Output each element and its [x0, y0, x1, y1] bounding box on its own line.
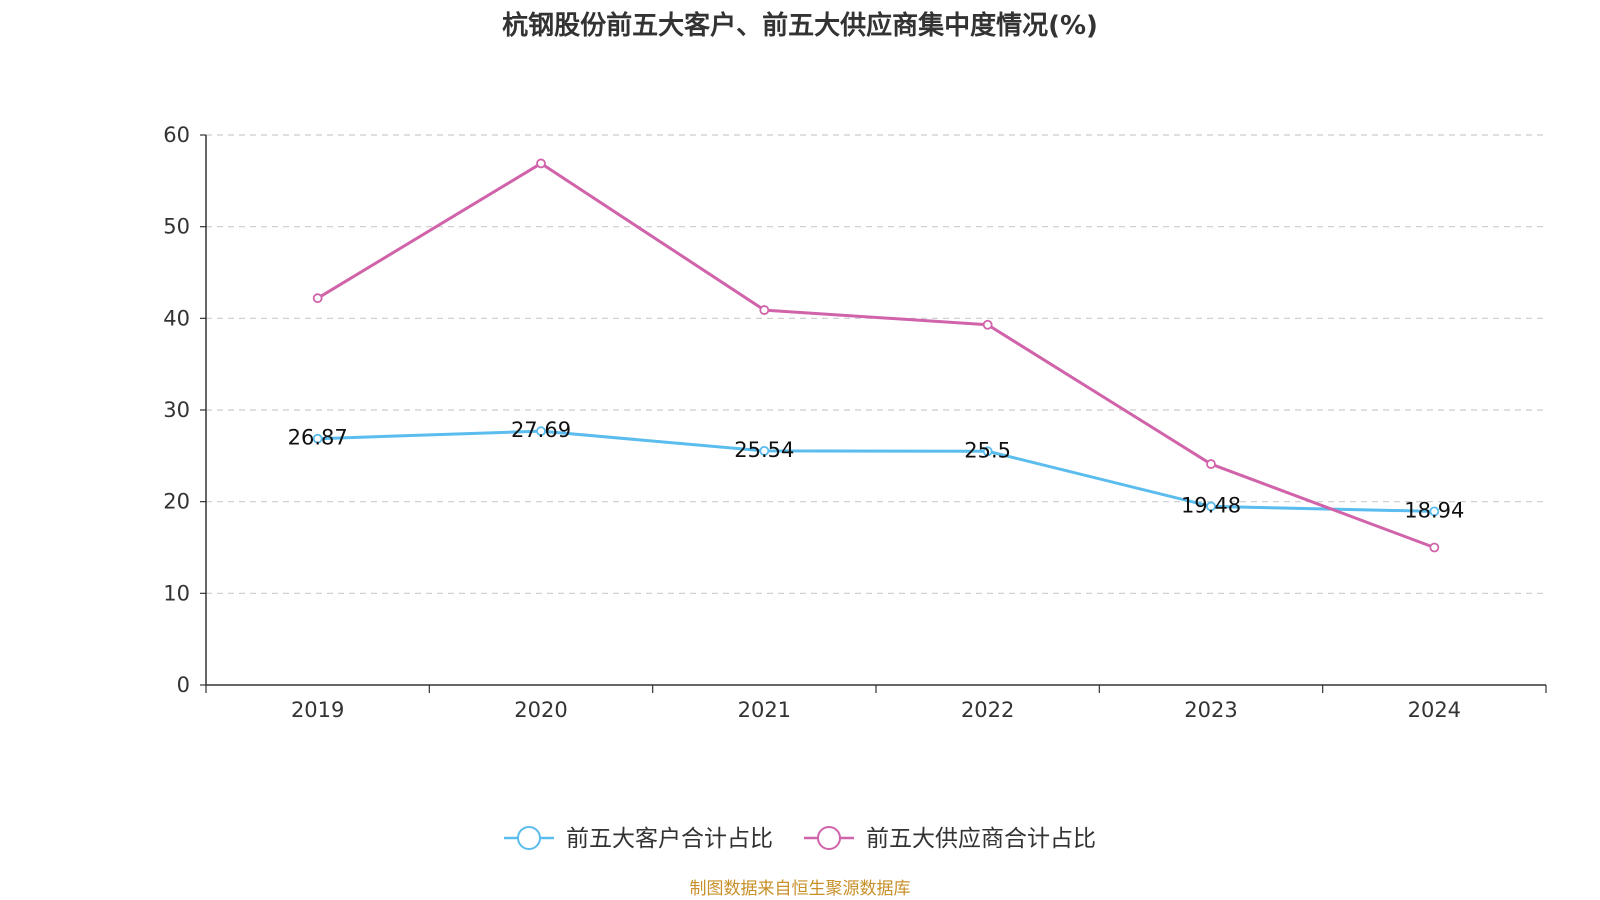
data-label: 27.69 — [511, 418, 571, 442]
data-point — [536, 426, 546, 437]
y-tick-label: 60 — [163, 123, 190, 147]
data-point — [759, 445, 770, 456]
x-tick-label: 2024 — [1408, 698, 1461, 722]
axes: 0 10 20 30 40 50 60 2019 2020 2021 2022 2023 2024 — [163, 123, 1547, 722]
data-point — [536, 158, 546, 169]
y-tick-label: 40 — [163, 306, 190, 330]
y-tick-label: 50 — [163, 215, 190, 239]
legend-label: 前五大供应商合计占比 — [866, 826, 1096, 852]
data-point — [1206, 459, 1216, 469]
data-point — [1429, 506, 1440, 517]
data-label: 25.5 — [964, 438, 1011, 462]
data-point — [1429, 542, 1440, 553]
series-line — [317, 429, 1435, 513]
legend-marker — [517, 826, 541, 850]
x-tick-label: 2022 — [961, 698, 1014, 722]
x-tick-label: 2019 — [291, 698, 344, 722]
series-points — [312, 158, 1440, 553]
y-tick-label: 20 — [163, 490, 190, 514]
series-line — [316, 161, 1435, 549]
chart-title: 杭钢股份前五大客户、前五大供应商集中度情况(%) — [502, 10, 1098, 41]
data-label: 18.94 — [1404, 498, 1464, 522]
data-label: 25.54 — [734, 438, 794, 462]
data-point — [1206, 501, 1216, 512]
y-tick-label: 30 — [163, 398, 190, 422]
data-labels: 26.87 27.69 25.54 25.5 19.48 18.94 — [288, 418, 1465, 522]
data-point — [312, 433, 323, 444]
gridlines — [206, 134, 1546, 594]
data-point — [982, 446, 993, 457]
source-note: 制图数据来自恒生聚源数据库 — [690, 879, 911, 899]
data-point — [759, 305, 770, 315]
legend-marker — [817, 826, 841, 850]
x-tick-label: 2020 — [514, 698, 567, 722]
data-point — [312, 293, 323, 304]
data-label: 19.48 — [1181, 493, 1241, 517]
x-tick-label: 2023 — [1184, 698, 1237, 722]
y-tick-label: 10 — [163, 581, 190, 605]
x-tick-label: 2021 — [738, 698, 791, 722]
data-label: 26.87 — [288, 426, 348, 450]
data-point — [982, 319, 993, 330]
legend: 前五大客户合计占比 前五大供应商合计占比 — [504, 826, 1096, 852]
y-tick-label: 0 — [177, 673, 190, 697]
legend-label: 前五大客户合计占比 — [566, 826, 773, 852]
series-lines — [316, 161, 1435, 549]
